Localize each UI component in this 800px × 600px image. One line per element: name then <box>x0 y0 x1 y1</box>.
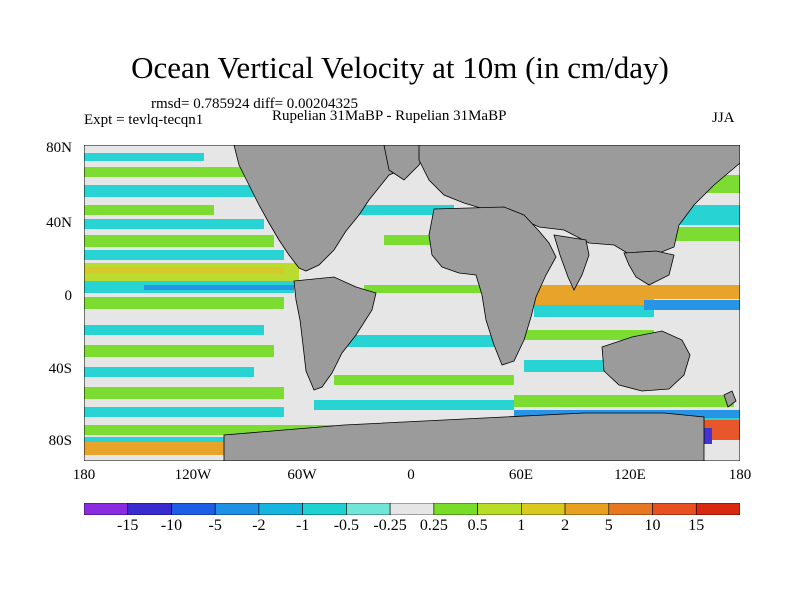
colorbar-box <box>433 503 478 515</box>
colorbar-label: -2 <box>252 517 266 534</box>
land-eurasia <box>418 145 740 258</box>
field-patch <box>84 235 274 247</box>
field-patch <box>384 235 474 245</box>
season-label: JJA <box>712 110 735 126</box>
colorbar-box <box>127 503 172 515</box>
colorbar-box <box>258 503 303 515</box>
colorbar-box <box>477 503 522 515</box>
y-tick-80n: 80N <box>46 140 72 156</box>
colorbar-box <box>608 503 653 515</box>
field-patch <box>334 205 454 215</box>
colorbar-box <box>302 503 347 515</box>
field-patch <box>84 219 264 229</box>
colorbar-box <box>695 503 740 515</box>
land-greenland <box>383 145 430 181</box>
colorbar-box <box>84 503 129 515</box>
velocity-map <box>84 145 740 461</box>
x-tick-180e: 180 <box>728 467 752 483</box>
field-patch <box>524 330 654 340</box>
field-patch <box>84 425 334 435</box>
field-patch <box>84 407 284 417</box>
chart-title: Ocean Vertical Velocity at 10m (in cm/da… <box>131 50 669 85</box>
colorbar-box <box>521 503 566 515</box>
y-tick-40n: 40N <box>46 215 72 231</box>
colorbar-box <box>171 503 216 515</box>
field-patch <box>514 395 734 407</box>
field-patch <box>84 297 284 309</box>
x-tick-60w: 60W <box>287 467 317 483</box>
land-se-asia <box>623 250 675 286</box>
field-patch <box>364 285 484 293</box>
field-patch <box>84 345 274 357</box>
field-patch <box>144 285 294 290</box>
field-patch <box>704 420 740 440</box>
x-tick-120e: 120E <box>614 467 646 483</box>
field-patch <box>534 285 654 305</box>
field-patch <box>84 325 264 335</box>
y-tick-80s: 80S <box>48 433 72 449</box>
field-patch <box>84 367 254 377</box>
colorbar-box <box>652 503 697 515</box>
colorbar-box <box>389 503 435 515</box>
field-patch <box>84 267 284 274</box>
land-north-america <box>233 145 415 272</box>
stats-line: rmsd= 0.785924 diff= 0.00204325 <box>151 96 359 112</box>
colorbar-box <box>564 503 610 515</box>
x-tick-60e: 60E <box>508 467 534 483</box>
field-patch <box>334 375 514 385</box>
colorbar-label: 0.5 <box>467 517 488 534</box>
x-tick-180w: 180 <box>72 467 96 483</box>
colorbar-label: 5 <box>604 517 613 534</box>
y-tick-0: 0 <box>64 288 73 304</box>
colorbar-label: -5 <box>208 517 222 534</box>
colorbar-box <box>346 503 391 515</box>
colorbar-label: -0.25 <box>373 517 407 534</box>
colorbar-label: -10 <box>160 517 183 534</box>
colorbar <box>84 503 740 515</box>
x-tick-120w: 120W <box>174 467 212 483</box>
land-new-zealand <box>723 390 737 408</box>
field-patch <box>534 305 654 317</box>
x-tick-0: 0 <box>407 467 415 483</box>
field-patch <box>84 387 284 399</box>
comparison-label: Rupelian 31MaBP - Rupelian 31MaBP <box>272 108 507 124</box>
field-patch <box>84 167 274 177</box>
colorbar-label: -0.5 <box>333 517 360 534</box>
y-tick-40s: 40S <box>48 361 72 377</box>
land-antarctica <box>223 412 705 461</box>
colorbar-label: 2 <box>561 517 570 534</box>
colorbar-box <box>214 503 260 515</box>
field-patch <box>644 300 740 310</box>
colorbar-label: 10 <box>644 517 661 534</box>
land-south-america <box>293 276 377 391</box>
land-africa <box>428 206 557 366</box>
field-patch <box>644 285 740 299</box>
experiment-label: Expt = tevlq-tecqn1 <box>84 112 204 128</box>
field-patch <box>84 153 204 161</box>
colorbar-label: 15 <box>688 517 705 534</box>
colorbar-label: -1 <box>296 517 310 534</box>
colorbar-label: -15 <box>117 517 139 534</box>
field-patch <box>84 250 284 260</box>
colorbar-label: 0.25 <box>419 517 448 534</box>
land-australia <box>601 330 691 392</box>
field-patch <box>84 185 274 197</box>
land-india <box>553 234 590 291</box>
land <box>223 145 740 461</box>
field-patch <box>84 205 214 215</box>
field-patch <box>314 400 514 410</box>
colorbar-label: 1 <box>517 517 526 534</box>
field-patch <box>334 335 494 347</box>
